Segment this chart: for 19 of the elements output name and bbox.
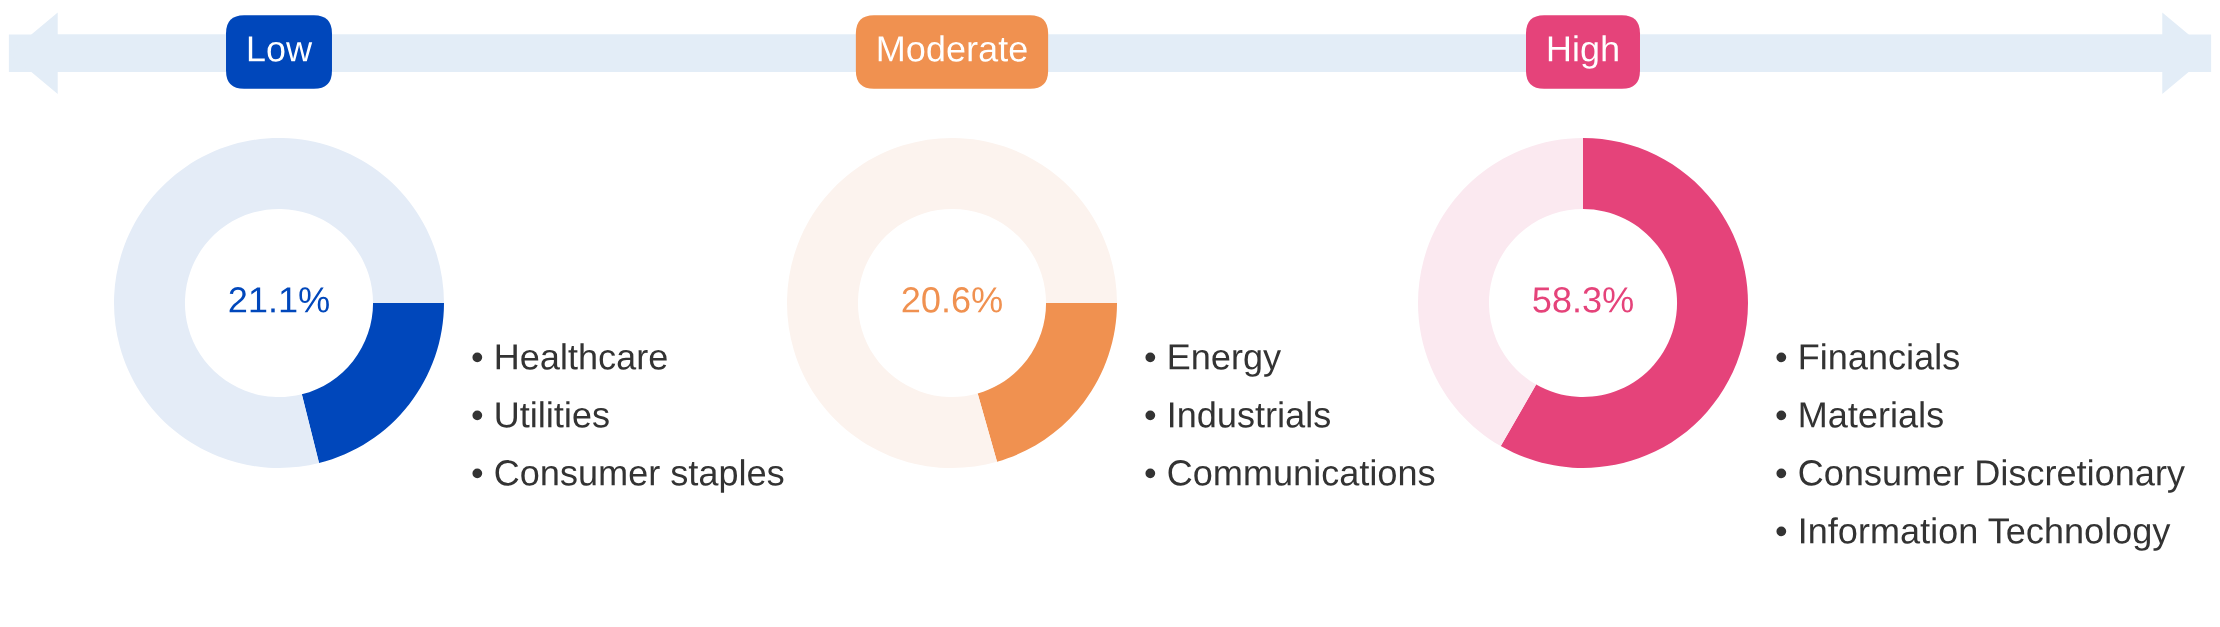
chart-title: High (1548, 35, 1618, 69)
text: • Consumer Discretionary (1776, 459, 2185, 493)
text: • Financials (1776, 343, 1959, 370)
donut-slice (1500, 138, 1748, 468)
text: • Energy (1145, 344, 1282, 377)
text: 58.3% (1533, 287, 1633, 313)
text: • Communications (1145, 459, 1435, 486)
text: • Healthcare (472, 343, 667, 370)
text: • Consumer staples (472, 459, 784, 493)
text: 20.6% (902, 287, 1002, 313)
text: • Utilities (472, 401, 609, 428)
text: 21.1% (229, 287, 329, 313)
chart-title: Low (248, 36, 313, 62)
text: • Information Technology (1776, 517, 2171, 551)
text: • Materials (1776, 401, 1943, 428)
chart-title: Moderate (878, 35, 1027, 62)
donut-slice (787, 138, 1117, 468)
text: • Industrials (1145, 401, 1330, 428)
donut-slice (114, 138, 444, 468)
